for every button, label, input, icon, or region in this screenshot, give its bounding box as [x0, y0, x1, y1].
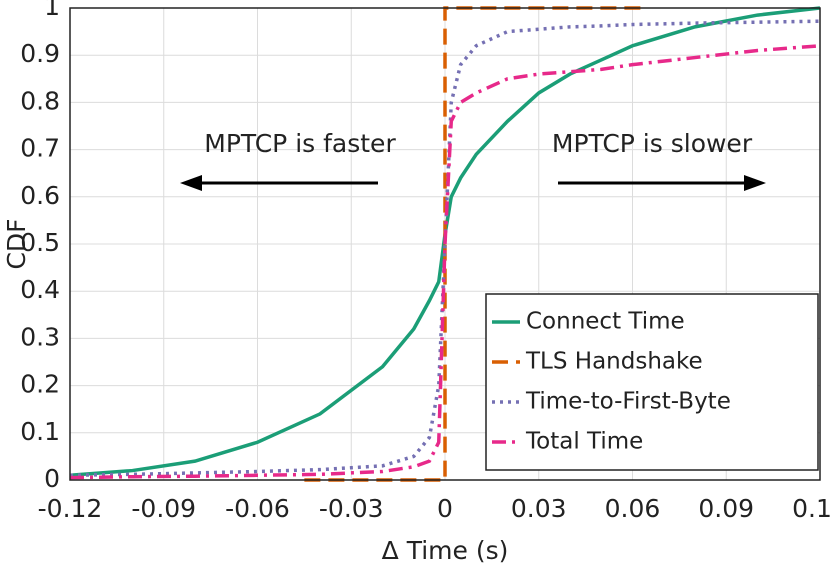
arrow-head — [180, 175, 202, 191]
x-tick-label: 0 — [437, 494, 453, 523]
y-tick-label: 1 — [44, 0, 60, 21]
y-tick-label: 0.2 — [20, 370, 60, 399]
y-tick-label: 0.3 — [20, 322, 60, 351]
y-tick-label: 0.5 — [20, 228, 60, 257]
x-tick-label: -0.03 — [319, 494, 384, 523]
y-tick-label: 0 — [44, 464, 60, 493]
arrow-head — [744, 175, 766, 191]
legend-box — [485, 293, 819, 471]
x-tick-label: -0.12 — [38, 494, 103, 523]
y-tick-label: 0.6 — [20, 181, 60, 210]
legend: Connect Time TLS Handshake Time-to-First-B… — [485, 293, 819, 471]
arrows — [180, 175, 766, 191]
annotation: MPTCP is faster — [204, 129, 396, 158]
series-line — [69, 19, 821, 478]
y-tick-label: 0.9 — [20, 39, 60, 68]
x-tick-label: 0.06 — [605, 494, 661, 523]
legend-label: Time-to-First-Byte — [525, 389, 731, 415]
y-tick-label: 0.7 — [20, 134, 60, 163]
x-tick-label: 0.09 — [698, 494, 754, 523]
series-line — [69, 6, 821, 478]
legend-label: Connect Time — [526, 309, 685, 335]
legend-label: TLS Handshake — [525, 349, 703, 375]
x-tick-label: 0.12 — [792, 494, 830, 523]
y-axis-label: CDF — [2, 218, 31, 269]
y-tick-label: 0.4 — [20, 275, 60, 304]
annotation: MPTCP is slower — [552, 129, 753, 158]
plot-frame — [69, 7, 821, 481]
x-tick-label: -0.09 — [131, 494, 196, 523]
x-tick-label: 0.03 — [511, 494, 567, 523]
x-axis-label: Δ Time (s) — [382, 536, 509, 565]
legend-label: Total Time — [525, 429, 643, 455]
y-tick-label: 0.1 — [20, 417, 60, 446]
y-tick-label: 0.8 — [20, 86, 60, 115]
plot: 00.10.20.30.40.50.60.70.80.91-0.12 -0.09-… — [20, 0, 830, 523]
x-tick-label: -0.06 — [225, 494, 290, 523]
series-line — [69, 44, 821, 480]
